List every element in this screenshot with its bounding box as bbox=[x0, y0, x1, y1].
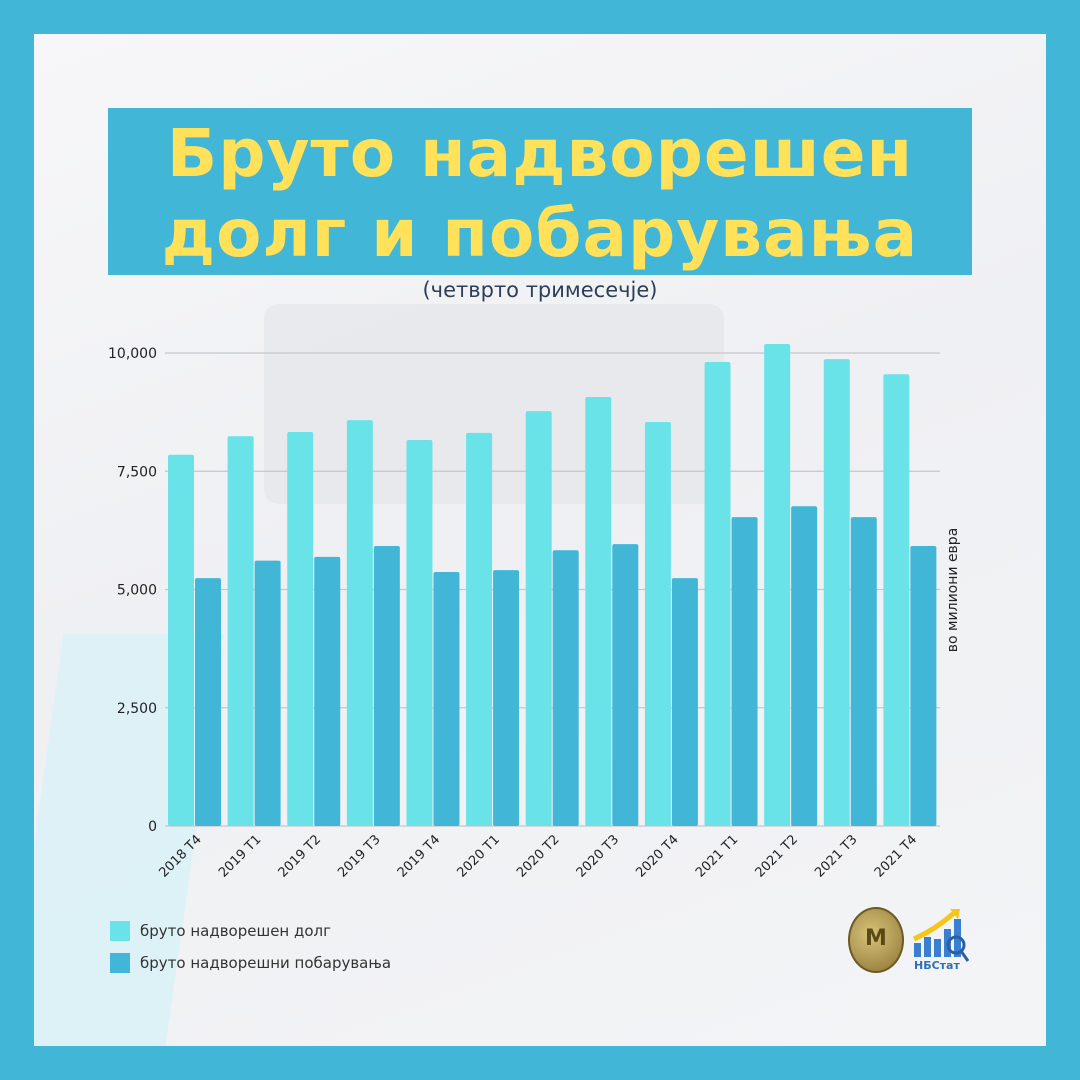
bar-claims bbox=[671, 578, 698, 826]
subtitle: (четврто тримесечје) bbox=[422, 278, 658, 302]
bar-debt bbox=[585, 396, 612, 826]
bar-claims bbox=[850, 517, 877, 826]
x-tick-label: 2019 Т1 bbox=[216, 832, 264, 880]
y-tick-label: 7,500 bbox=[117, 464, 157, 480]
x-tick-label: 2020 Т3 bbox=[574, 832, 622, 880]
bar-claims bbox=[254, 560, 281, 826]
legend-label-debt: бруто надворешен долг bbox=[140, 922, 332, 940]
x-tick-label: 2021 Т3 bbox=[812, 832, 860, 880]
nbrm-coin-logo: M bbox=[848, 907, 904, 973]
title-line-2: долг и побарувања bbox=[161, 195, 919, 272]
title-banner bbox=[108, 108, 972, 275]
nbstat-logo-text: НБСтат bbox=[914, 959, 960, 972]
bar-debt bbox=[168, 454, 194, 826]
bar-debt bbox=[346, 420, 373, 826]
bar-debt bbox=[406, 440, 433, 826]
legend-item-debt: бруто надворешен долг bbox=[110, 915, 391, 947]
bar-claims bbox=[314, 556, 341, 826]
bar-debt bbox=[883, 374, 910, 826]
y-tick-label: 10,000 bbox=[108, 346, 157, 362]
legend-swatch-claims bbox=[110, 953, 130, 973]
bar-debt bbox=[823, 359, 850, 826]
bar-claims bbox=[195, 578, 221, 826]
page-title: Бруто надворешен долг и побарувања bbox=[108, 108, 972, 274]
bar-debt bbox=[227, 436, 254, 826]
legend-item-claims: бруто надворешни побарувања bbox=[110, 947, 391, 979]
bar-claims bbox=[552, 550, 579, 826]
legend-swatch-debt bbox=[110, 921, 130, 941]
x-tick-label: 2020 Т1 bbox=[455, 832, 503, 880]
legend-label-claims: бруто надворешни побарувања bbox=[140, 954, 392, 972]
bar-claims bbox=[731, 517, 758, 826]
legend: бруто надворешен долг бруто надворешни п… bbox=[110, 915, 391, 979]
x-tick-label: 2019 Т2 bbox=[276, 832, 324, 880]
y-tick-label: 5,000 bbox=[117, 583, 157, 599]
x-tick-label: 2019 Т3 bbox=[335, 832, 383, 880]
x-tick-label: 2019 Т4 bbox=[395, 832, 443, 880]
x-tick-label: 2020 Т4 bbox=[633, 832, 681, 880]
bar-debt bbox=[644, 422, 671, 826]
x-tick-label: 2018 Т4 bbox=[156, 832, 204, 880]
bar-claims bbox=[612, 544, 639, 826]
bar-debt bbox=[704, 361, 731, 826]
y-tick-label: 2,500 bbox=[117, 701, 157, 717]
bar-claims bbox=[910, 545, 937, 826]
bar-debt bbox=[764, 344, 791, 826]
bar-debt bbox=[287, 431, 314, 826]
y-axis-label: во милиони евра bbox=[945, 528, 961, 653]
bar-debt bbox=[466, 432, 493, 826]
bar-claims bbox=[373, 545, 400, 826]
bar-claims bbox=[433, 571, 460, 826]
logos: M НБСтат bbox=[848, 905, 978, 975]
title-line-1: Бруто надворешен bbox=[166, 115, 914, 192]
x-tick-label: 2021 Т2 bbox=[753, 832, 801, 880]
x-tick-label: 2020 Т2 bbox=[514, 832, 562, 880]
x-tick-label: 2021 Т4 bbox=[872, 832, 920, 880]
bar-debt bbox=[525, 411, 552, 826]
y-tick-label: 0 bbox=[148, 819, 157, 835]
bar-claims bbox=[791, 506, 818, 826]
bar-claims bbox=[493, 570, 520, 826]
x-tick-label: 2021 Т1 bbox=[693, 832, 741, 880]
nbstat-chart-logo-icon bbox=[912, 909, 970, 962]
